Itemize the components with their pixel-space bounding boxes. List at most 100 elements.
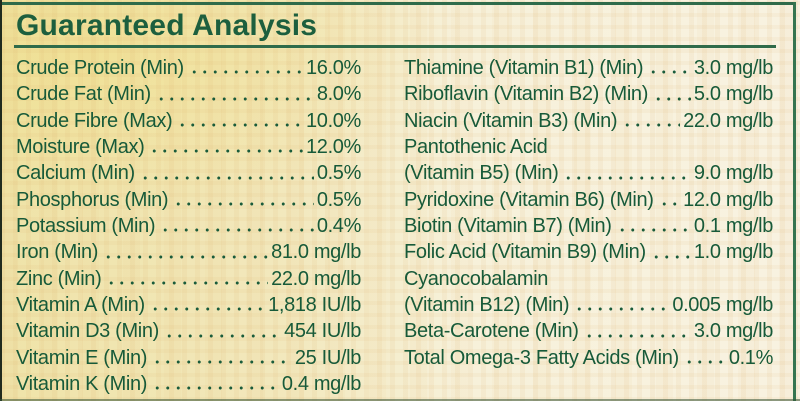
nutrient-value: 9.0 mg/lb — [693, 162, 773, 185]
nutrient-label: Vitamin E (Min) — [16, 346, 148, 369]
dot-leader — [103, 239, 269, 266]
dot-leader — [648, 55, 691, 82]
nutrient-label: Phosphorus (Min) — [16, 188, 169, 211]
page-title: Guaranteed Analysis — [16, 9, 318, 42]
title-underline — [14, 45, 776, 48]
dot-leader — [653, 81, 691, 108]
dot-leader — [149, 292, 266, 319]
nutrient-label: Total Omega-3 Fatty Acids (Min) — [404, 346, 679, 369]
right-edge — [793, 2, 796, 401]
nutrient-value: 0.1% — [728, 346, 774, 369]
nutrient-value: 0.005 mg/lb — [672, 294, 773, 317]
dot-leader — [149, 134, 304, 161]
nutrient-label: Iron (Min) — [16, 241, 99, 264]
nutrient-label: (Vitamin B5) (Min) — [404, 162, 559, 185]
nutrient-label: Pantothenic Acid — [404, 136, 548, 159]
analysis-row: Vitamin K (Min) 0.4 mg/lb — [16, 371, 361, 398]
dot-leader — [574, 292, 670, 319]
nutrient-value: 1.0 mg/lb — [693, 241, 773, 264]
analysis-row: Biotin (Vitamin B7) (Min) 0.1 mg/lb — [404, 213, 773, 240]
dot-leader — [616, 213, 691, 240]
nutrient-label: Crude Fibre (Max) — [16, 109, 173, 132]
nutrient-label: Moisture (Max) — [16, 136, 145, 159]
nutrient-value: 0.1 mg/lb — [693, 215, 773, 238]
analysis-row: Crude Fat (Min) 8.0% — [16, 81, 362, 108]
nutrient-label: Zinc (Min) — [16, 267, 102, 290]
analysis-row: (Vitamin B12) (Min) 0.005 mg/lb — [404, 292, 773, 319]
dot-leader — [155, 81, 314, 108]
dot-leader — [552, 134, 770, 160]
dot-leader — [683, 344, 726, 372]
dot-leader — [163, 318, 282, 345]
left-edge — [0, 0, 2, 401]
analysis-row: (Vitamin B5) (Min) 9.0 mg/lb — [404, 160, 773, 187]
dot-leader — [658, 186, 681, 214]
dot-leader — [622, 107, 681, 135]
dot-leader — [177, 107, 304, 135]
dot-leader — [106, 265, 269, 293]
analysis-row: Thiamine (Vitamin B1) (Min) 3.0 mg/lb — [404, 55, 773, 82]
bottom-edge — [0, 399, 800, 401]
dot-leader — [563, 160, 691, 187]
analysis-column-right: Thiamine (Vitamin B1) (Min) 3.0 mg/lb Ri… — [404, 55, 774, 372]
top-rule — [0, 2, 796, 5]
nutrient-label: Vitamin D3 (Min) — [16, 320, 159, 343]
analysis-row: Iron (Min) 81.0 mg/lb — [16, 239, 361, 266]
analysis-row: Cyanocobalamin — [404, 266, 773, 292]
nutrient-value: 25 IU/lb — [294, 346, 361, 369]
nutrient-value: 3.0 mg/lb — [693, 320, 773, 343]
nutrient-value: 0.4% — [316, 215, 362, 238]
nutrient-label: Crude Fat (Min) — [16, 83, 151, 106]
analysis-row: Potassium (Min) 0.4% — [16, 213, 362, 240]
nutrient-label: Calcium (Min) — [16, 162, 135, 185]
nutrient-label: Potassium (Min) — [16, 215, 156, 238]
nutrient-label: Vitamin K (Min) — [16, 373, 148, 396]
nutrient-value: 16.0% — [306, 57, 361, 79]
dot-leader — [139, 160, 314, 187]
dot-leader — [583, 318, 691, 345]
nutrient-value: 12.0 mg/lb — [683, 188, 773, 211]
dot-leader — [553, 266, 770, 292]
dot-leader — [188, 55, 304, 82]
analysis-row: Vitamin D3 (Min) 454 IU/lb — [16, 318, 361, 345]
nutrient-value: 0.5% — [316, 188, 362, 211]
analysis-column-left: Crude Protein (Min) 16.0% Crude Fat (Min… — [16, 55, 362, 398]
analysis-row: Riboflavin (Vitamin B2) (Min) 5.0 mg/lb — [404, 81, 773, 108]
analysis-row: Calcium (Min) 0.5% — [16, 160, 362, 187]
nutrient-label: Biotin (Vitamin B7) (Min) — [404, 215, 612, 238]
nutrient-label: Beta-Carotene (Min) — [404, 320, 579, 343]
analysis-row: Vitamin E (Min) 25 IU/lb — [16, 344, 361, 372]
nutrient-value: 454 IU/lb — [284, 320, 361, 343]
dot-leader — [160, 213, 314, 240]
nutrient-value: 5.0 mg/lb — [693, 83, 773, 106]
dot-leader — [173, 186, 314, 214]
nutrient-label: Vitamin A (Min) — [16, 294, 145, 317]
analysis-row: Crude Fibre (Max) 10.0% — [16, 107, 361, 135]
nutrient-value: 1,818 IU/lb — [268, 294, 361, 317]
analysis-row: Pyridoxine (Vitamin B6) (Min) 12.0 mg/lb — [404, 186, 773, 214]
analysis-row: Pantothenic Acid — [404, 134, 773, 160]
nutrient-label: Cyanocobalamin — [404, 267, 549, 290]
analysis-row: Zinc (Min) 22.0 mg/lb — [16, 265, 361, 293]
nutrient-label: Riboflavin (Vitamin B2) (Min) — [404, 83, 649, 106]
nutrient-label: Niacin (Vitamin B3) (Min) — [404, 109, 618, 132]
analysis-row: Phosphorus (Min) 0.5% — [16, 186, 362, 214]
nutrient-label: (Vitamin B12) (Min) — [404, 294, 570, 317]
nutrient-value: 3.0 mg/lb — [693, 57, 773, 79]
nutrient-value: 0.5% — [316, 162, 362, 185]
nutrient-value: 81.0 mg/lb — [271, 241, 361, 264]
nutrient-value: 22.0 mg/lb — [271, 267, 361, 290]
analysis-row: Total Omega-3 Fatty Acids (Min) 0.1% — [404, 344, 774, 372]
analysis-row: Crude Protein (Min) 16.0% — [16, 55, 361, 82]
nutrient-value: 22.0 mg/lb — [683, 109, 773, 132]
analysis-row: Folic Acid (Vitamin B9) (Min) 1.0 mg/lb — [404, 239, 773, 266]
nutrient-label: Crude Protein (Min) — [16, 57, 184, 79]
analysis-row: Vitamin A (Min) 1,818 IU/lb — [16, 292, 361, 319]
nutrient-label: Thiamine (Vitamin B1) (Min) — [404, 57, 644, 79]
dot-leader — [650, 239, 691, 266]
nutrient-label: Pyridoxine (Vitamin B6) (Min) — [404, 188, 654, 211]
analysis-row: Niacin (Vitamin B3) (Min) 22.0 mg/lb — [404, 107, 773, 135]
nutrient-value: 8.0% — [316, 83, 362, 106]
analysis-row: Moisture (Max) 12.0% — [16, 134, 361, 161]
nutrient-label: Folic Acid (Vitamin B9) (Min) — [404, 241, 646, 264]
